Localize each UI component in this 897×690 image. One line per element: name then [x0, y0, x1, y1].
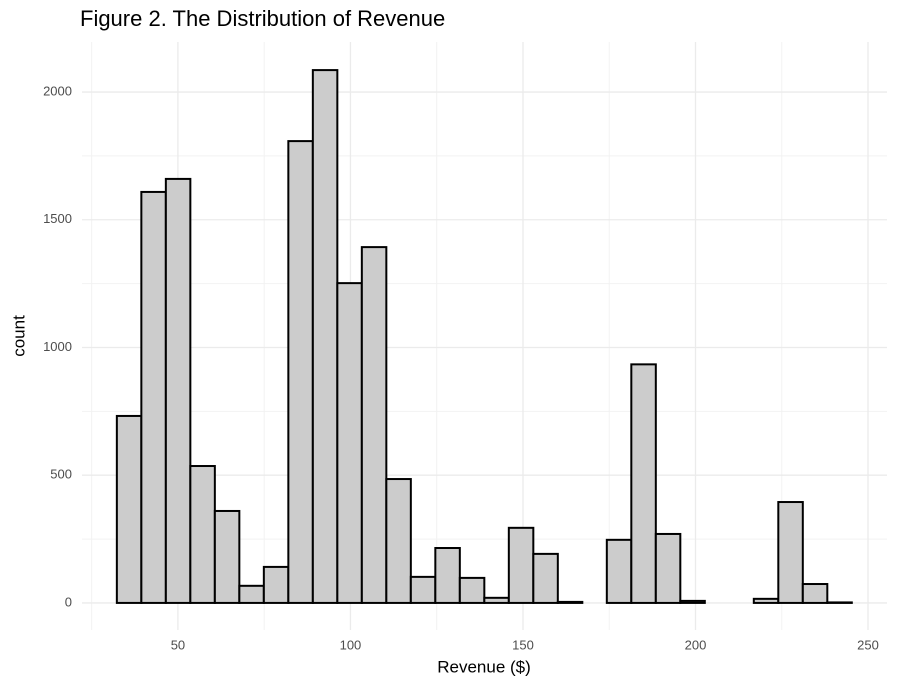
bar [164, 177, 192, 604]
x-tick-label: 100 [340, 637, 362, 652]
x-tick-label: 150 [512, 637, 534, 652]
y-tick-label: 500 [50, 467, 72, 482]
bar [409, 575, 437, 604]
bar [483, 596, 510, 604]
bar [801, 583, 829, 604]
bar [752, 597, 780, 604]
bar [458, 576, 486, 604]
y-tick-label: 1000 [43, 339, 72, 354]
bar [654, 532, 682, 604]
bar [238, 584, 265, 604]
bar [385, 478, 412, 604]
bar [605, 538, 633, 604]
x-tick-label: 200 [685, 637, 707, 652]
y-axis-title: count [9, 315, 28, 357]
bar [679, 599, 706, 604]
y-tick-label: 2000 [43, 84, 72, 99]
bar [311, 69, 339, 604]
y-tick-label: 0 [65, 594, 72, 609]
bar [140, 190, 167, 604]
x-axis-title: Revenue ($) [437, 657, 531, 676]
x-tick-label: 50 [171, 637, 185, 652]
bar [287, 140, 314, 604]
bar [630, 363, 657, 604]
bar [189, 465, 216, 604]
bar [115, 414, 143, 604]
bar [336, 282, 363, 604]
bar [434, 547, 461, 604]
bar [826, 601, 853, 604]
bar [360, 246, 388, 604]
bar [507, 526, 535, 604]
bar [532, 552, 559, 604]
bar [777, 501, 804, 604]
bar [213, 509, 241, 604]
y-tick-label: 1500 [43, 211, 72, 226]
bar [556, 600, 584, 604]
x-tick-label: 250 [857, 637, 879, 652]
bar [262, 565, 290, 604]
chart-title: Figure 2. The Distribution of Revenue [80, 6, 445, 31]
